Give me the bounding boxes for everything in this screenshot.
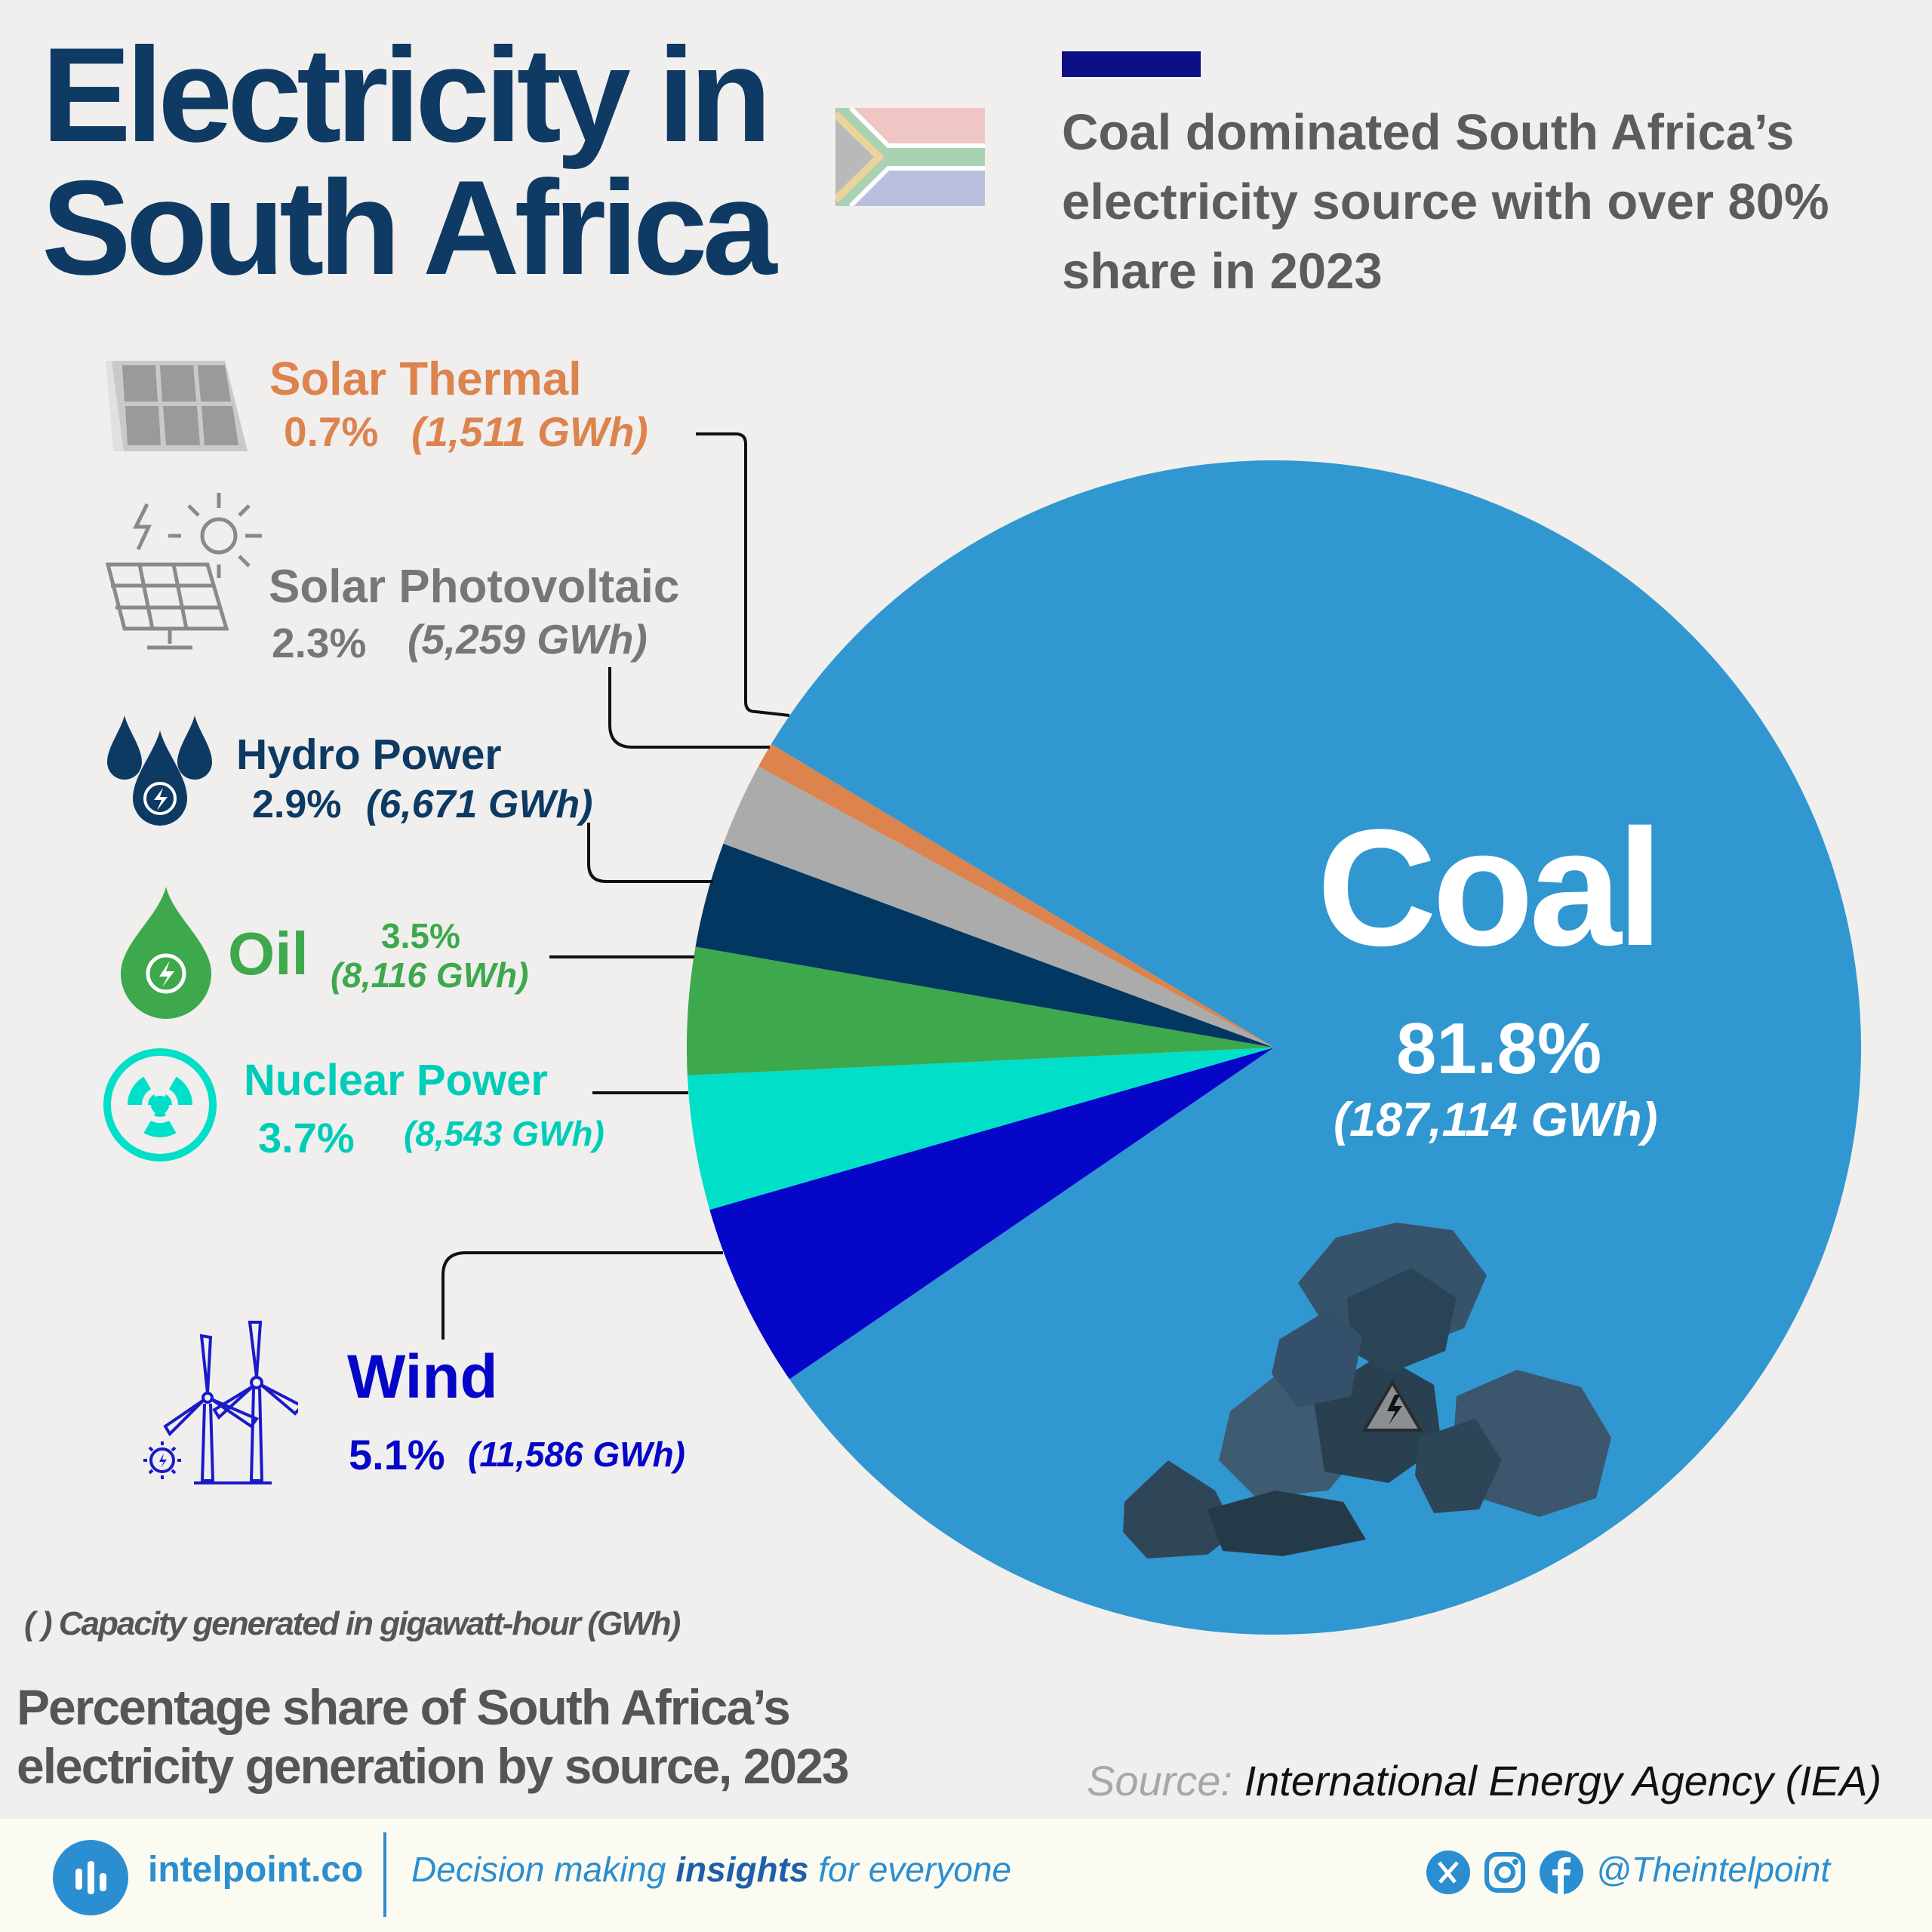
solar-pv-gwh: (5,259 GWh) [408,616,648,663]
tagline-post: for everyone [808,1850,1012,1889]
nuclear-label: Nuclear Power [244,1056,548,1105]
pie-slice-nuclear-power [687,1048,1274,1210]
coal-label: Coal [1317,795,1663,980]
title-line-1: Electricity in [42,20,772,170]
solar-thermal-percent: 0.7% [284,408,379,455]
nuclear-percent: 3.7% [258,1114,355,1161]
pie-slices [687,460,1861,1635]
accent-bar [1062,51,1201,77]
wind-label: Wind [347,1343,498,1411]
leader-solar-pv [608,667,770,749]
pie-slice-coal [771,460,1861,1635]
intelpoint-logo-icon[interactable] [53,1840,128,1915]
subtitle: Coal dominated South Africa’s electricit… [1062,104,1829,300]
source-credit: Source: International Energy Agency (IEA… [1087,1756,1881,1805]
chart-caption: Percentage share of South Africa’s elect… [17,1679,850,1794]
leader-wind [441,1251,723,1340]
tagline-pre: Decision making [411,1850,676,1889]
instagram-icon[interactable] [1483,1850,1527,1894]
tagline: Decision making insights for everyone [411,1849,1011,1890]
tagline-bold: insights [675,1850,809,1889]
nuclear-icon [103,1048,217,1161]
social-handle[interactable]: @Theintelpoint [1596,1850,1831,1889]
page-title: Electricity in South Africa [42,20,777,303]
solar-thermal-label: Solar Thermal [269,353,582,405]
hydro-percent: 2.9% [252,783,342,826]
south-africa-flag-icon [835,108,985,206]
wind-gwh: (11,586 GWh) [468,1435,685,1474]
wind-percent: 5.1% [349,1431,445,1478]
facebook-icon[interactable] [1540,1850,1583,1894]
oil-percent: 3.5% [381,916,460,955]
pie-slice-solar-thermal [758,743,1274,1048]
hydro-label: Hydro Power [236,731,502,779]
solar-pv-panel-icon [105,493,262,650]
leader-lines [441,432,790,1340]
wind-turbine-icon [143,1321,298,1484]
coal-percent: 81.8% [1396,1008,1602,1089]
pie-slice-oil [687,946,1274,1075]
oil-label: Oil [228,920,309,987]
pie-slice-hydro-power [695,843,1274,1048]
source-label: Source: [1087,1757,1232,1804]
solar-pv-label: Solar Photovoltaic [269,561,680,613]
oil-drop-icon [121,887,211,1019]
footer-bar [0,1819,1932,1932]
solar-pv-percent: 2.3% [272,620,367,666]
solar-thermal-gwh: (1,511 GWh) [411,408,648,455]
coal-pile-icon [1123,1223,1611,1558]
unit-footnote: ( ) Capacity generated in gigawatt-hour … [24,1605,681,1642]
oil-gwh: (8,116 GWh) [331,955,529,995]
hydro-drops-icon [107,715,212,826]
leader-solar-thermal [696,432,790,717]
x-icon[interactable] [1426,1850,1470,1894]
coal-gwh: (187,114 GWh) [1334,1094,1658,1146]
nuclear-gwh: (8,543 GWh) [404,1114,605,1153]
leader-hydro [587,823,713,883]
solar-thermal-panel-icon [106,361,248,451]
pie-slice-solar-photovoltaic [723,766,1274,1048]
brand-name-link[interactable]: intelpoint.co [148,1850,364,1890]
hydro-gwh: (6,671 GWh) [366,783,593,826]
pie-slice-wind [709,1048,1274,1380]
title-line-2: South Africa [42,152,777,303]
footer-divider [383,1832,386,1917]
source-name: International Energy Agency (IEA) [1244,1757,1882,1804]
